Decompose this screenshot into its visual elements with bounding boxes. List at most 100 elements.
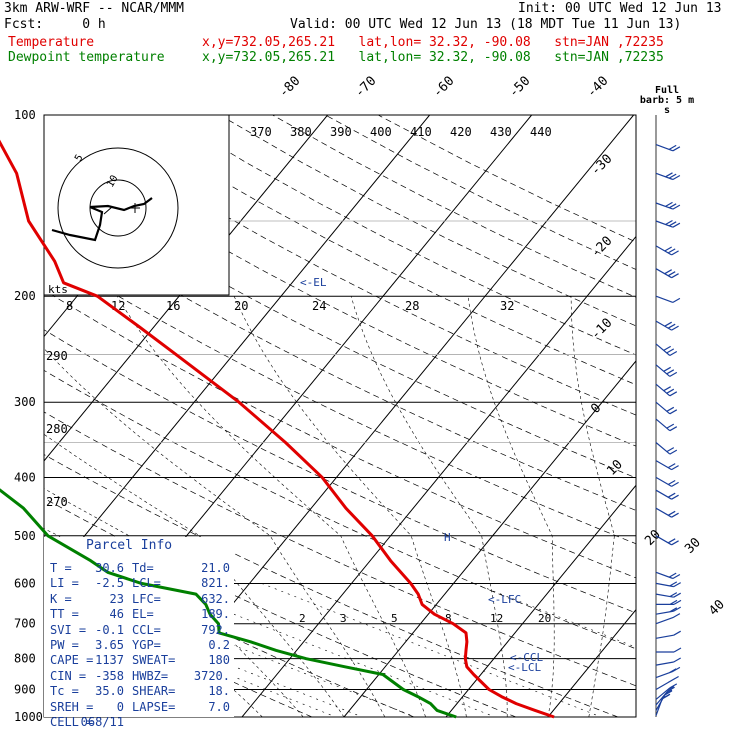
temperature-legend-label: Temperature [8,35,95,50]
dry-adiabat [44,411,636,687]
isotherm-label: 10 [604,457,626,479]
parcel-param-name: LCL= [132,576,161,591]
wind-barb [655,630,681,639]
dry-adiabat [44,369,636,650]
hodograph-ring-label: 10 [105,174,121,190]
wind-barb [655,245,679,256]
wind-barb [655,343,678,357]
parcel-param-name: CAPE = [50,653,94,668]
wind-barb [655,401,678,415]
parcel-param-value: 068/11 [80,715,124,730]
theta-label: 380 [290,125,312,139]
parcel-param-value: 180 [208,653,230,668]
hodograph-speed-label: 16 [166,299,180,313]
parcel-row: PW = 3.65 YGP= 0.2 [50,638,230,653]
pressure-tick-label: 1000 [14,710,43,724]
parcel-param-value: 821. [201,576,230,591]
parcel-param-value: -2.5 [95,576,124,591]
wind-barb [655,592,681,598]
parcel-param-value: 23 [109,591,124,606]
mixing-ratio-line [155,583,496,717]
pressure-tick-label: 800 [14,652,36,666]
pressure-tick-label: 500 [14,529,36,543]
parcel-param-value: -358 [95,668,124,683]
wind-barb [655,460,679,471]
isotherm-label: -20 [588,234,615,261]
wind-barb [655,219,681,228]
theta-label: 370 [250,125,272,139]
isotherm-label: -60 [430,74,457,101]
dewpoint-profile [0,488,457,719]
isotherm-label: -70 [352,74,379,101]
hodograph-speed-label: 8 [66,299,73,313]
moist-adiabat [350,296,508,717]
parcel-param-name: YGP= [132,638,161,653]
parcel-param-value: 30.6 [95,561,124,575]
parcel-row: SVI = -0.1 CCL= 792. [50,623,230,638]
parcel-param-name: PW = [50,638,79,653]
temperature-profile [0,139,555,719]
mixing-ratio-line [76,583,416,717]
isotherm-label: -30 [588,152,615,179]
isotherm-label: -40 [584,74,611,101]
parcel-info-title: Parcel Info [86,538,173,553]
theta-label: 440 [530,125,552,139]
wind-barb [655,144,681,152]
parcel-param-name: LI = [50,576,79,591]
parcel-param-name: EL= [132,607,154,622]
parcel-row: Tc = 35.0 SHEAR= 18. [50,684,230,699]
isotherm-label: 40 [706,597,728,619]
forecast-hour: Fcst: 0 h [4,17,106,32]
hodograph-speed-label: 32 [500,299,514,313]
wind-barb [655,666,681,679]
parcel-param-name: SHEAR= [132,684,176,699]
theta-label: 430 [490,125,512,139]
dry-adiabat-label: 270 [46,495,68,509]
pressure-tick-label: 300 [14,395,36,409]
level-annotation: <-LCL [508,661,541,674]
wind-barb [655,476,679,487]
parcel-param-value: -0.1 [95,622,124,637]
pressure-tick-label: 900 [14,682,36,696]
parcel-param-name: SVI = [50,622,87,637]
parcel-param-name: Td= [132,561,154,575]
parcel-param-value: 18. [208,684,230,699]
parcel-row: CAPE = 1137 SWEAT= 180 [50,653,230,668]
dry-adiabat [325,115,636,270]
parcel-param-value: 632. [201,591,230,606]
wind-barb-key: Full barb: 5 m s [639,85,695,116]
level-annotation: H [444,531,451,544]
parcel-param-value: 189. [201,607,230,622]
isotherm-label: -10 [588,316,615,343]
hodograph-trace [51,197,153,242]
isotherm-label: 30 [682,535,704,557]
parcel-param-value: 0.2 [208,638,230,653]
isotherm-line [547,608,636,717]
wind-barb [655,489,679,500]
hodograph-ring-outer [57,147,179,269]
parcel-param-name: CELL = [50,715,94,730]
isotherm-line [445,484,636,717]
mixing-ratio-label: 20 [538,612,551,625]
wind-barb [655,295,681,303]
level-annotation: <-CCL [510,651,543,664]
dry-adiabat [0,115,6,717]
dewpoint-legend-label: Dewpoint temperature [8,50,165,65]
mixing-ratio-label: 2 [299,612,306,625]
parcel-param-name: K = [50,591,72,606]
valid-time: Valid: 00 UTC Wed 12 Jun 13 (18 MDT Tue … [290,17,682,32]
wind-barb [656,647,682,653]
wind-barb [655,581,681,588]
theta-label: 410 [410,125,432,139]
dry-adiabat [272,115,636,298]
parcel-row: TT = 46 EL= 189. [50,607,230,622]
wind-barb [655,657,681,666]
init-time: Init: 00 UTC Wed 12 Jun 13 [518,1,722,16]
wind-barb [655,507,679,518]
dry-adiabat-label: 290 [46,349,68,363]
pressure-tick-label: 400 [14,470,36,484]
parcel-param-value: 1137 [95,653,124,668]
parcel-param-value: 7.0 [208,699,230,714]
wind-barb [655,320,679,331]
